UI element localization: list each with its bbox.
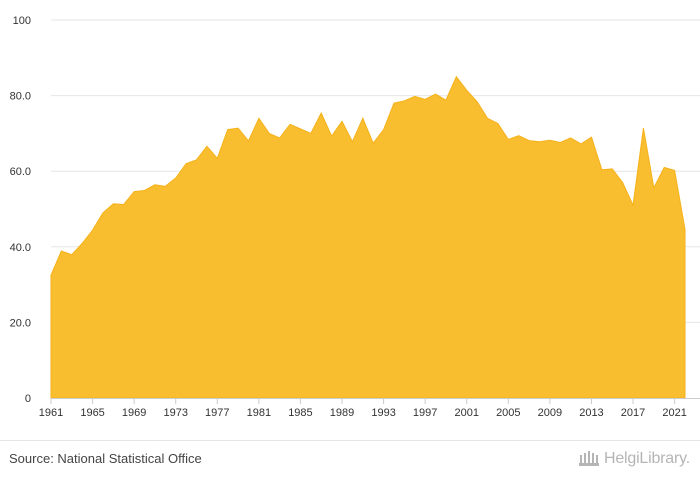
x-tick-label: 1965 xyxy=(80,407,104,419)
x-tick-label: 1961 xyxy=(39,407,63,419)
x-tick-label: 1969 xyxy=(122,407,146,419)
x-tick-label: 2005 xyxy=(496,407,520,419)
y-tick-label: 100 xyxy=(13,15,31,27)
y-tick-label: 80.0 xyxy=(10,91,31,103)
x-tick-label: 2013 xyxy=(579,407,603,419)
library-building-icon xyxy=(578,447,600,472)
y-tick-label: 20.0 xyxy=(10,317,31,329)
x-tick-label: 1993 xyxy=(371,407,395,419)
helgilibrary-logo[interactable]: HelgiLibrary. xyxy=(578,447,690,471)
x-tick-label: 1973 xyxy=(163,407,187,419)
x-tick-label: 2021 xyxy=(662,407,686,419)
x-tick-label: 1985 xyxy=(288,407,312,419)
area-chart: 0 20.0 40.0 60.0 80.0 100 1961 1965 1969 1973 197… xyxy=(10,15,700,419)
x-tick-label: 2017 xyxy=(621,407,645,419)
x-tick-label: 2009 xyxy=(538,407,562,419)
x-tick-label: 2001 xyxy=(454,407,478,419)
area-series xyxy=(50,75,686,399)
x-tick-label: 1981 xyxy=(247,407,271,419)
y-axis: 0 20.0 40.0 60.0 80.0 100 xyxy=(10,15,31,405)
x-axis: 1961 1965 1969 1973 1977 1981 1985 1989 1993 1997… xyxy=(39,398,687,419)
x-tick-label: 1977 xyxy=(205,407,229,419)
y-tick-label: 0 xyxy=(25,393,31,405)
y-tick-label: 60.0 xyxy=(10,166,31,178)
x-tick-label: 1997 xyxy=(413,407,437,419)
logo-text: HelgiLibrary. xyxy=(603,450,690,467)
x-tick-label: 1989 xyxy=(330,407,354,419)
y-tick-label: 40.0 xyxy=(10,242,31,254)
source-note: Source: National Statistical Office xyxy=(9,451,202,466)
footer-divider xyxy=(0,440,700,441)
